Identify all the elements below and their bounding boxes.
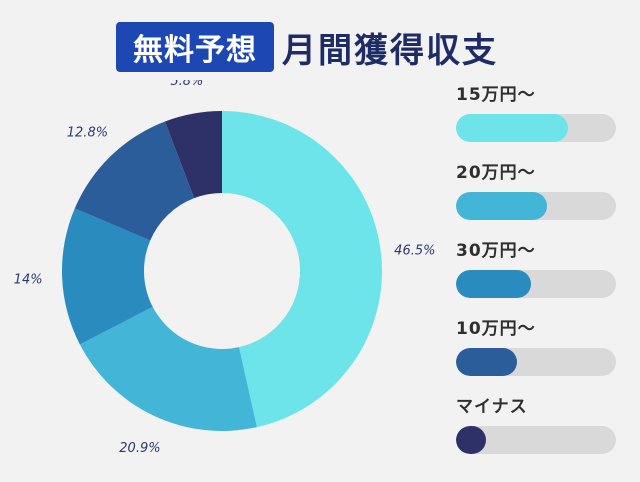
legend-item: 20万円〜 [456, 158, 626, 228]
legend-bar-track [456, 348, 616, 376]
page-title: 月間獲得収支 [282, 30, 498, 71]
slice-value-label: 14% [14, 272, 43, 287]
legend-label: 10万円〜 [456, 319, 536, 339]
donut-slice [79, 306, 257, 431]
legend-label: 15万円〜 [456, 85, 536, 105]
legend-bar-fill [456, 192, 548, 220]
slice-value-label: 20.9% [119, 441, 160, 456]
donut-slice [164, 111, 222, 199]
donut-slice [74, 121, 195, 241]
legend-bar-fill [456, 270, 532, 298]
slice-value-label: 12.8% [67, 125, 108, 140]
header: 無料予想 月間獲得収支 [0, 22, 640, 74]
legend-bar-fill [456, 426, 487, 454]
legend-bar-track [456, 426, 616, 454]
free-prediction-badge: 無料予想 [116, 22, 274, 72]
legend-label: マイナス [456, 397, 528, 417]
legend-bar-track [456, 114, 616, 142]
legend-bar-fill [456, 114, 568, 142]
legend-item: 30万円〜 [456, 236, 626, 306]
legend-label: 20万円〜 [456, 163, 536, 183]
legend-item: マイナス [456, 392, 626, 462]
legend-bar-track [456, 192, 616, 220]
donut-slice [222, 111, 382, 428]
slice-value-label: 46.5% [394, 244, 435, 259]
legend-item: 15万円〜 [456, 80, 626, 150]
donut-slice [62, 208, 153, 345]
legend-item: 10万円〜 [456, 314, 626, 384]
legend-bar-fill [456, 348, 517, 376]
donut-chart: 46.5% 20.9% 14% 12.8% 5.8% [14, 80, 436, 456]
legend-bar-track [456, 270, 616, 298]
legend-label: 30万円〜 [456, 241, 536, 261]
slice-value-label: 5.8% [170, 80, 203, 89]
